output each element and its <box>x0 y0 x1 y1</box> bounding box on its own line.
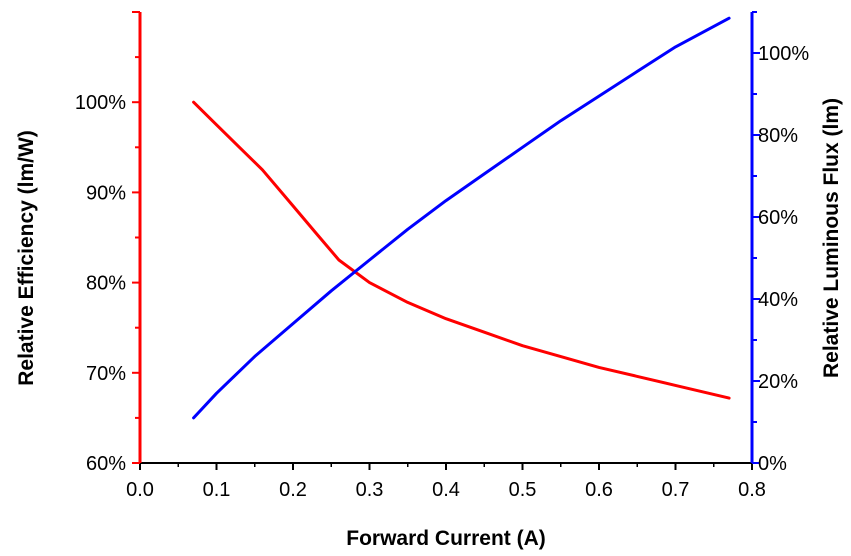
right-tick-label: 60% <box>758 207 798 229</box>
x-tick-label: 0.4 <box>432 479 460 501</box>
efficiency-series-line <box>192 100 731 400</box>
series-layer <box>192 16 731 420</box>
right-tick-label: 100% <box>758 43 809 65</box>
left-tick-label: 90% <box>86 182 126 204</box>
left-y-axis-title: Relative Efficiency (lm/W) <box>15 130 38 386</box>
flux-series-line <box>192 16 731 420</box>
left-tick-label: 100% <box>75 92 126 114</box>
x-tick-label: 0.1 <box>203 479 231 501</box>
x-tick-label: 0.2 <box>279 479 307 501</box>
x-tick-label: 0.8 <box>738 479 766 501</box>
left-tick-label: 70% <box>86 363 126 385</box>
x-axis-title: Forward Current (A) <box>346 527 546 550</box>
left-tick-label: 80% <box>86 273 126 295</box>
x-tick-label: 0.5 <box>509 479 537 501</box>
right-y-axis: 0% 20% 40% 60% 80% 100% <box>750 11 809 475</box>
x-axis: 0.0 0.1 0.2 0.3 0.4 0.5 0.6 0.7 0.8 <box>126 462 766 501</box>
right-tick-label: 0% <box>758 453 787 475</box>
right-tick-label: 80% <box>758 125 798 147</box>
left-tick-label: 60% <box>86 453 126 475</box>
x-tick-label: 0.0 <box>126 479 154 501</box>
right-tick-label: 20% <box>758 371 798 393</box>
right-tick-label: 40% <box>758 289 798 311</box>
right-y-axis-title: Relative Luminous Flux (lm) <box>820 98 843 378</box>
x-tick-label: 0.6 <box>585 479 613 501</box>
left-y-axis: 60% 70% 80% 90% 100% <box>75 11 142 475</box>
x-tick-label: 0.7 <box>662 479 690 501</box>
x-tick-label: 0.3 <box>356 479 384 501</box>
